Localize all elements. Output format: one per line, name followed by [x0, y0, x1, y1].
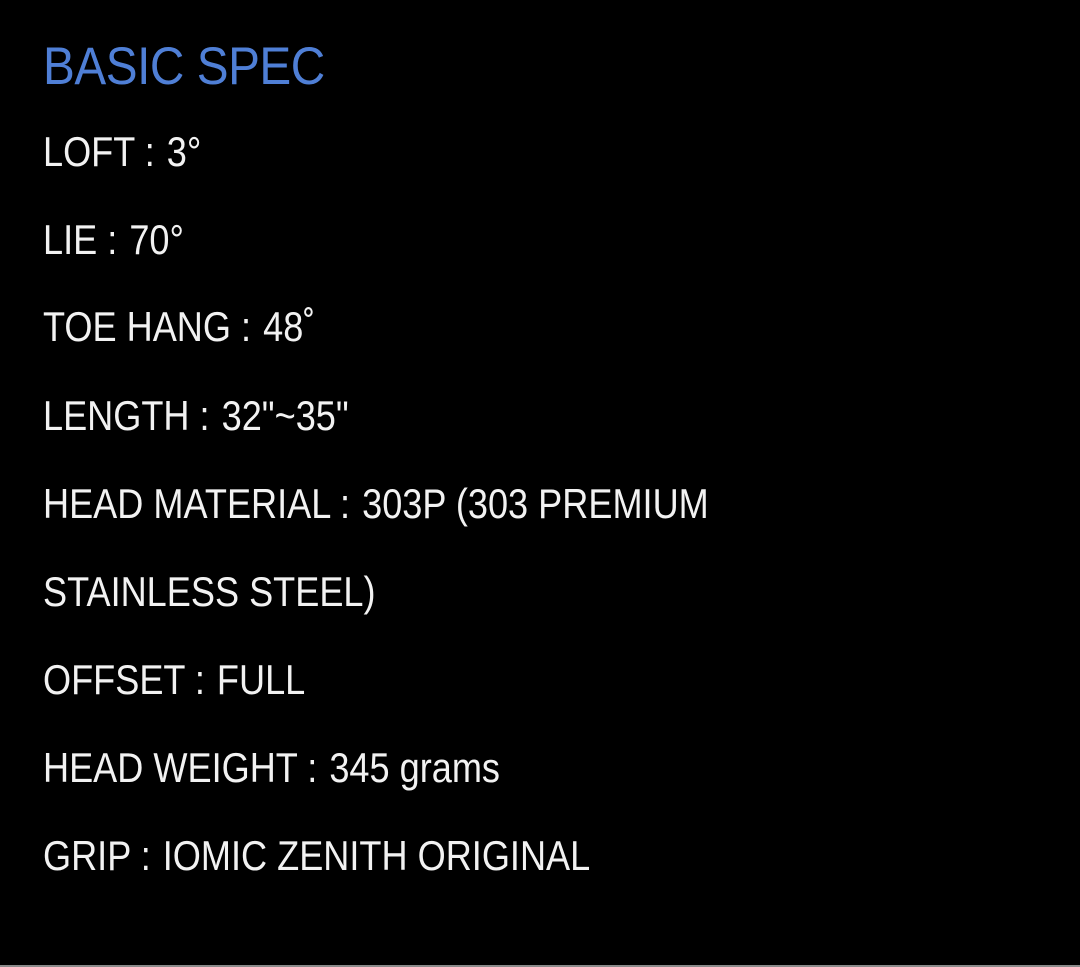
spec-value: FULL [216, 656, 306, 703]
spec-row-grip: GRIP : IOMIC ZENITH ORIGINAL [43, 832, 590, 880]
spec-label: TOE HANG : [43, 303, 252, 350]
spec-value: 3° [166, 128, 202, 175]
spec-row-lie: LIE :70° [43, 216, 184, 264]
spec-value: 48˚ [263, 303, 316, 350]
spec-row-head-material-cont: STAINLESS STEEL) [43, 568, 376, 616]
spec-label: LENGTH : [43, 392, 210, 439]
spec-label: LOFT : [43, 128, 155, 175]
spec-row-offset: OFFSET : FULL [43, 656, 305, 704]
spec-row-loft: LOFT :3° [43, 128, 201, 176]
spec-row-toe-hang: TOE HANG :48˚ [43, 303, 315, 351]
spec-row-head-weight: HEAD WEIGHT :345 grams [43, 744, 500, 792]
spec-value: 32"~35" [221, 392, 349, 439]
spec-label: HEAD MATERIAL : [43, 480, 351, 527]
spec-label: OFFSET : [43, 656, 205, 703]
spec-value: 303P (303 PREMIUM [362, 480, 709, 527]
spec-value: IOMIC ZENITH ORIGINAL [162, 832, 591, 879]
spec-label: LIE : [43, 216, 118, 263]
spec-row-length: LENGTH :32"~35" [43, 392, 349, 440]
bottom-divider [0, 965, 1080, 967]
spec-row-head-material: HEAD MATERIAL :303P (303 PREMIUM [43, 480, 709, 528]
spec-value: 345 grams [329, 744, 500, 791]
spec-label: GRIP : [43, 832, 151, 879]
spec-label: HEAD WEIGHT : [43, 744, 318, 791]
spec-value: STAINLESS STEEL) [43, 568, 376, 615]
spec-value: 70° [129, 216, 184, 263]
section-title: BASIC SPEC [43, 37, 325, 96]
